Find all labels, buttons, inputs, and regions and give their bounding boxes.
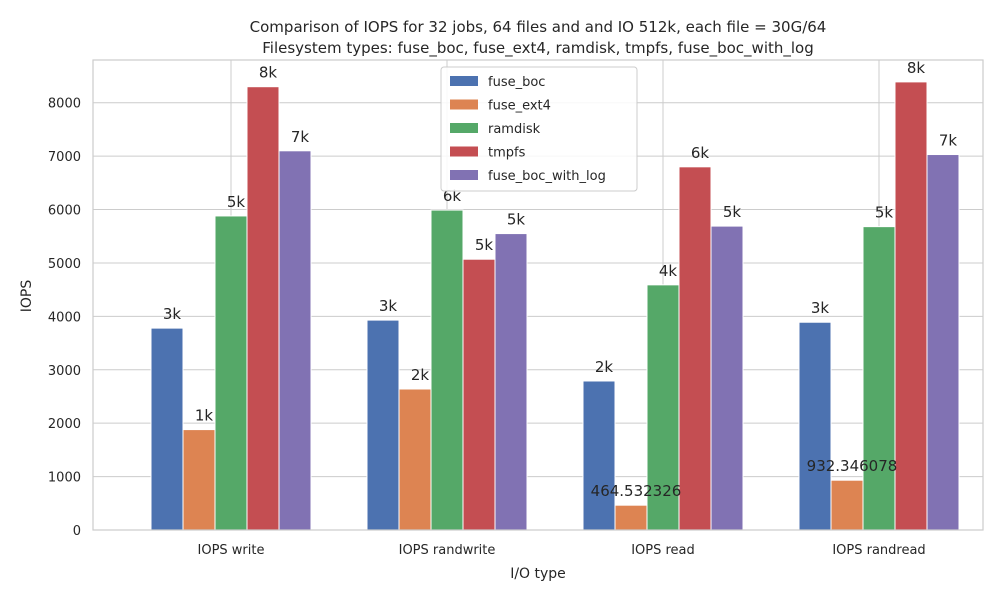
bar-fuse_boc-2 — [582, 380, 616, 531]
bar-fuse_boc_with_log-0 — [278, 150, 312, 531]
legend-entry: tmpfs — [488, 146, 526, 161]
y-tick-label: 5000 — [48, 257, 81, 272]
legend-swatch — [450, 170, 478, 180]
bar-fuse_ext4-0 — [182, 429, 216, 531]
data-label: 6k — [443, 187, 462, 205]
data-label: 6k — [691, 144, 710, 162]
bar-fuse_boc_with_log-2 — [710, 225, 744, 531]
legend-swatch — [450, 99, 478, 110]
legend-entry: fuse_ext4 — [488, 99, 551, 114]
bar-tmpfs-0 — [246, 86, 280, 531]
tick-labels: 0 1000 2000 3000 4000 5000 6000 7000 8000 IOPS wr… — [48, 97, 926, 558]
data-label: 932.346078 — [807, 457, 898, 475]
data-label: 4k — [659, 262, 678, 280]
bar-fuse_boc_with_log-3 — [926, 154, 960, 531]
bar-tmpfs-3 — [894, 81, 928, 531]
bar-ramdisk-3 — [862, 226, 896, 531]
y-tick-label: 3000 — [48, 364, 81, 379]
chart-subtitle: Filesystem types: fuse_boc, fuse_ext4, r… — [262, 39, 814, 58]
data-label: 3k — [379, 297, 398, 315]
x-tick-label: IOPS randwrite — [399, 543, 496, 558]
data-label: 5k — [723, 203, 742, 221]
y-axis-label: IOPS — [19, 280, 35, 313]
data-label: 3k — [811, 299, 830, 317]
bar-ramdisk-0 — [214, 215, 248, 531]
bar-fuse_boc-3 — [798, 321, 832, 531]
bar-tmpfs-2 — [678, 166, 712, 531]
bar-tmpfs-1 — [462, 258, 496, 531]
y-tick-label: 7000 — [48, 150, 81, 165]
data-label: 464.532326 — [591, 482, 682, 500]
data-label: 5k — [227, 193, 246, 211]
y-tick-label: 2000 — [48, 417, 81, 432]
data-labels: 3k 3k 2k 3k 1k 2k 464.532326 932.346078 5k 6k 4k 5k… — [163, 59, 958, 500]
data-label: 7k — [939, 132, 958, 150]
legend-box — [440, 66, 638, 192]
data-label: 2k — [595, 358, 614, 376]
x-tick-label: IOPS write — [198, 543, 265, 558]
data-label: 8k — [907, 59, 926, 77]
plot-frame — [92, 59, 984, 531]
bar-fuse_boc_with_log-1 — [494, 233, 528, 531]
y-tick-label: 1000 — [48, 471, 81, 486]
legend-entry: ramdisk — [488, 122, 541, 137]
bar-ramdisk-2 — [646, 284, 680, 531]
legend-swatch — [450, 123, 478, 133]
legend-swatch — [450, 146, 478, 157]
y-tick-label: 6000 — [48, 204, 81, 219]
x-tick-label: IOPS randread — [832, 543, 925, 558]
data-label: 7k — [291, 128, 310, 146]
data-label: 5k — [875, 204, 894, 222]
legend-swatch — [450, 76, 478, 86]
x-tick-label: IOPS read — [631, 543, 695, 558]
bar-ramdisk-1 — [430, 209, 464, 531]
chart-title: Comparison of IOPS for 32 jobs, 64 files… — [250, 18, 827, 36]
bar-fuse_ext4-2 — [614, 504, 648, 531]
data-label: 2k — [411, 366, 430, 384]
bar-fuse_boc-0 — [150, 327, 184, 531]
bar-fuse_ext4-1 — [398, 388, 432, 531]
legend-entry: fuse_boc — [488, 75, 545, 90]
y-tick-label: 0 — [73, 524, 81, 539]
y-tick-label: 8000 — [48, 97, 81, 112]
bars — [150, 81, 960, 531]
bar-fuse_boc-1 — [366, 319, 400, 531]
data-label: 5k — [475, 236, 494, 254]
legend-entry: fuse_boc_with_log — [488, 169, 606, 184]
bar-fuse_ext4-3 — [830, 479, 864, 531]
x-axis-label: I/O type — [510, 566, 566, 582]
y-tick-label: 4000 — [48, 310, 81, 325]
data-label: 5k — [507, 211, 526, 229]
data-label: 1k — [195, 407, 214, 425]
data-label: 8k — [259, 64, 278, 82]
data-label: 3k — [163, 305, 182, 323]
